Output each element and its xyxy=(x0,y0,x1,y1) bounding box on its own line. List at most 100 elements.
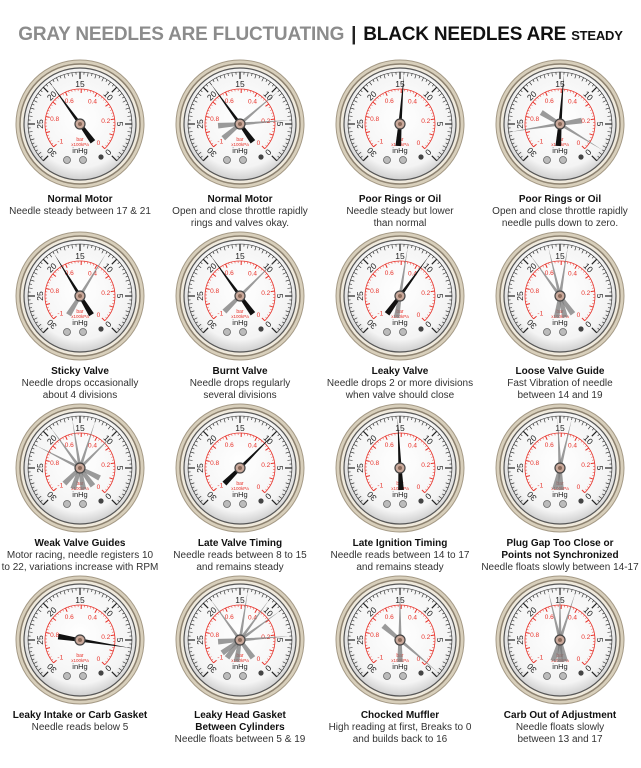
gauge-title-line: Leaky Head Gasket xyxy=(194,710,286,721)
gauge-description: Needle drops 2 or more divisions when val… xyxy=(320,378,480,402)
bar-scale-label: 0 xyxy=(97,140,101,147)
bar-scale-label: 0.6 xyxy=(225,98,234,105)
gauge-description: Open and close throttle rapidly rings and… xyxy=(160,206,320,230)
inhg-unit: inHg xyxy=(72,490,87,499)
stop-pin xyxy=(418,326,424,332)
gauge-card: 05101520253000.20.40.60.8-1barx100kPainH… xyxy=(160,230,320,402)
bar-scale-label: 0 xyxy=(257,484,261,491)
inhg-scale-label: 0 xyxy=(423,491,434,502)
bar-scale-label: 0 xyxy=(577,484,581,491)
screw-icon xyxy=(239,156,247,164)
inhg-scale-label: 25 xyxy=(35,291,45,301)
inhg-scale-label: 15 xyxy=(235,595,245,605)
gauge-card: 05101520253000.20.40.60.8-1barx100kPainH… xyxy=(160,402,320,574)
gauge-card: 05101520253000.20.40.60.8-1barx100kPainH… xyxy=(480,58,640,230)
bar-scale-label: 0.4 xyxy=(568,271,577,278)
inhg-scale-label: 5 xyxy=(115,466,125,471)
black-needle xyxy=(53,253,94,317)
gray-needle xyxy=(72,418,87,491)
inhg-scale-label: 5 xyxy=(115,638,125,643)
bar-scale-label: 0.2 xyxy=(581,462,590,469)
gray-needle xyxy=(552,419,572,491)
gauge-title-line: Poor Rings or Oil xyxy=(358,194,442,205)
inhg-scale-label: 15 xyxy=(395,423,405,433)
bar-scale-label: 0.6 xyxy=(65,98,74,105)
bar-scale-label: 0.6 xyxy=(65,614,74,621)
bar-scale-label: 0.6 xyxy=(65,442,74,449)
screw-icon xyxy=(79,328,87,336)
inhg-scale-label: 25 xyxy=(195,291,205,301)
inhg-unit: inHg xyxy=(232,318,247,327)
gauge-description-line: Needle drops regularly xyxy=(189,378,291,389)
stop-pin xyxy=(258,326,264,332)
bar-scale-label: 0.6 xyxy=(385,614,394,621)
inhg-scale-label: 25 xyxy=(515,635,525,645)
gauge-description-line: Needle steady between 17 & 21 xyxy=(9,206,151,217)
gauge-card: 05101520253000.20.40.60.8-1barx100kPainH… xyxy=(320,574,480,746)
inhg-scale-label: 0 xyxy=(103,491,114,502)
gauge-description-line: between 13 and 17 xyxy=(517,734,603,745)
gauge-title: Weak Valve Guides xyxy=(0,538,160,550)
gray-needle xyxy=(548,591,568,663)
inhg-scale-label: 25 xyxy=(195,463,205,473)
gauge-description: Needle floats slowly between 13 and 17 xyxy=(480,722,640,746)
gauge-title: Poor Rings or Oil xyxy=(480,194,640,206)
gray-needle xyxy=(530,255,576,316)
bar-scale-label: 0.8 xyxy=(210,116,219,123)
gauge-description-line: and remains steady xyxy=(356,562,444,573)
bar-scale-label: -1 xyxy=(377,310,383,317)
bar-scale-label: 0.6 xyxy=(545,442,554,449)
inhg-unit: inHg xyxy=(72,318,87,327)
gauge-title-line: Normal Motor xyxy=(207,194,273,205)
gauge-description-line: and remains steady xyxy=(196,562,284,573)
stop-pin xyxy=(578,326,584,332)
screw-icon xyxy=(543,328,551,336)
stop-pin xyxy=(258,670,264,676)
vacuum-gauge: 05101520253000.20.40.60.8-1barx100kPainH… xyxy=(175,575,305,705)
bar-scale-label: 0.8 xyxy=(210,632,219,639)
bar-scale-label: 0 xyxy=(257,312,261,319)
gauge-title-line: Late Ignition Timing xyxy=(352,538,448,549)
kpa-unit: x100kPa xyxy=(71,486,89,491)
bar-scale-label: -1 xyxy=(537,310,543,317)
bar-scale-label: -1 xyxy=(57,138,63,145)
vacuum-gauge: 05101520253000.20.40.60.8-1barx100kPainH… xyxy=(335,403,465,533)
bar-scale-label: 0.8 xyxy=(210,288,219,295)
screw-icon xyxy=(559,156,567,164)
bar-scale-label: 0.4 xyxy=(408,271,417,278)
inhg-unit: inHg xyxy=(392,490,407,499)
bar-scale-label: 0 xyxy=(97,312,101,319)
gauge-description: Needle reads between 14 to 17 and remains… xyxy=(320,550,480,574)
gauge-description: Needle reads below 5 xyxy=(0,722,160,734)
inhg-scale-label: 0 xyxy=(583,663,594,674)
bar-scale-label: 0.8 xyxy=(210,460,219,467)
inhg-scale-label: 25 xyxy=(355,291,365,301)
inhg-scale-label: 25 xyxy=(515,119,525,129)
bar-scale-label: 0.8 xyxy=(50,460,59,467)
gauge-title-line: Normal Motor xyxy=(47,194,113,205)
bar-scale-label: 0 xyxy=(417,656,421,663)
gauge-card: 05101520253000.20.40.60.8-1barx100kPainH… xyxy=(160,58,320,230)
black-needle xyxy=(384,255,430,316)
kpa-unit: x100kPa xyxy=(551,314,569,319)
bar-scale-label: 0.6 xyxy=(545,614,554,621)
kpa-unit: x100kPa xyxy=(71,314,89,319)
kpa-unit: x100kPa xyxy=(231,486,249,491)
inhg-scale-label: 0 xyxy=(423,663,434,674)
screw-icon xyxy=(79,672,87,680)
inhg-scale-label: 0 xyxy=(263,491,274,502)
gauge-description: Needle floats between 5 & 19 xyxy=(160,734,320,746)
bar-scale-label: 0 xyxy=(577,656,581,663)
gauge-title-line: Sticky Valve xyxy=(51,366,109,377)
bar-unit: bar xyxy=(76,137,84,143)
vacuum-gauge: 05101520253000.20.40.60.8-1barx100kPainH… xyxy=(175,231,305,361)
bar-scale-label: -1 xyxy=(217,138,223,145)
bar-scale-label: 0 xyxy=(97,656,101,663)
screw-icon xyxy=(559,328,567,336)
inhg-scale-label: 0 xyxy=(263,319,274,330)
inhg-scale-label: 25 xyxy=(355,635,365,645)
bar-scale-label: 0.8 xyxy=(370,460,379,467)
gauge-title-line: Points not Synchronized xyxy=(501,550,619,561)
gauge-description-line: Fast Vibration of needle xyxy=(507,378,613,389)
